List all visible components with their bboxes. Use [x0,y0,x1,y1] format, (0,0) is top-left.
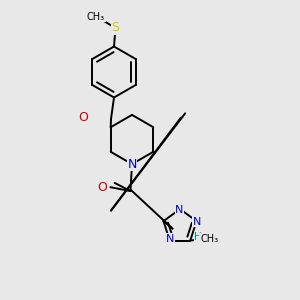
Text: N: N [193,217,201,227]
Text: N: N [166,234,175,244]
Text: CH₃: CH₃ [200,234,218,244]
Text: H: H [194,232,202,242]
Text: CH₃: CH₃ [87,11,105,22]
Text: O: O [98,181,107,194]
Text: N: N [175,205,184,215]
Text: O: O [78,111,88,124]
Text: N: N [127,158,137,171]
Text: S: S [112,21,119,34]
